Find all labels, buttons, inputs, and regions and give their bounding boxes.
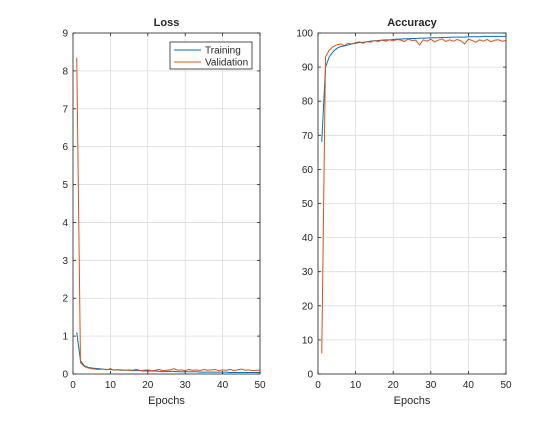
accuracy-ytick-label: 50 — [302, 199, 314, 210]
loss-xtick-label: 50 — [254, 380, 266, 391]
accuracy-ytick-label: 80 — [302, 97, 314, 108]
accuracy-x-axis-label: Epochs — [394, 395, 431, 407]
accuracy-xtick-label: 50 — [500, 380, 512, 391]
loss-ytick-label: 6 — [62, 142, 68, 153]
loss-xtick-label: 20 — [142, 380, 154, 391]
loss-xtick-label: 0 — [70, 380, 76, 391]
accuracy-xtick-label: 0 — [315, 380, 321, 391]
loss-xtick-label: 40 — [217, 380, 229, 391]
loss-legend-box — [169, 41, 253, 70]
loss-ytick-label: 1 — [62, 332, 68, 343]
loss-ytick-label: 3 — [62, 256, 68, 267]
accuracy-chart-title: Accuracy — [387, 17, 437, 29]
loss-chart-title: Loss — [154, 17, 180, 29]
loss-legend-label-training: Training — [205, 46, 241, 57]
accuracy-xtick-label: 20 — [388, 380, 400, 391]
loss-plot-area — [73, 33, 260, 374]
accuracy-ytick-label: 60 — [302, 165, 314, 176]
accuracy-xtick-label: 30 — [425, 380, 437, 391]
accuracy-xtick-label: 10 — [350, 380, 362, 391]
loss-ytick-label: 8 — [62, 66, 68, 77]
loss-ytick-label: 5 — [62, 180, 68, 191]
loss-axes-box — [72, 32, 261, 375]
loss-ytick-label: 7 — [62, 104, 68, 115]
loss-ytick-label: 2 — [62, 294, 68, 305]
loss-xtick-label: 10 — [105, 380, 117, 391]
loss-ytick-label: 9 — [62, 29, 68, 40]
accuracy-ytick-label: 100 — [296, 29, 313, 40]
accuracy-xtick-label: 40 — [463, 380, 475, 391]
accuracy-ytick-label: 30 — [302, 267, 314, 278]
accuracy-ytick-label: 70 — [302, 131, 314, 142]
loss-ytick-label: 4 — [62, 218, 68, 229]
accuracy-ytick-label: 40 — [302, 233, 314, 244]
loss-chart: 0 10 20 30 40 50 0 1 2 3 4 5 6 7 8 9 Loss Epochs TrainingV… — [62, 17, 266, 407]
accuracy-series-validation-line — [321, 38, 507, 354]
accuracy-chart: 0 10 20 30 40 50 0 10 20 30 40 50 60 70 80 90 100 Accurac… — [296, 17, 512, 407]
loss-ytick-label: 0 — [62, 370, 68, 381]
loss-xtick-label: 30 — [180, 380, 192, 391]
accuracy-ytick-label: 90 — [302, 63, 314, 74]
accuracy-ytick-label: 0 — [307, 370, 313, 381]
accuracy-ytick-label: 20 — [302, 301, 314, 312]
loss-legend-label-validation: Validation — [205, 58, 248, 69]
loss-x-axis-label: Epochs — [148, 395, 185, 407]
loss-series-validation-line — [76, 57, 260, 372]
accuracy-ytick-label: 10 — [302, 335, 314, 346]
